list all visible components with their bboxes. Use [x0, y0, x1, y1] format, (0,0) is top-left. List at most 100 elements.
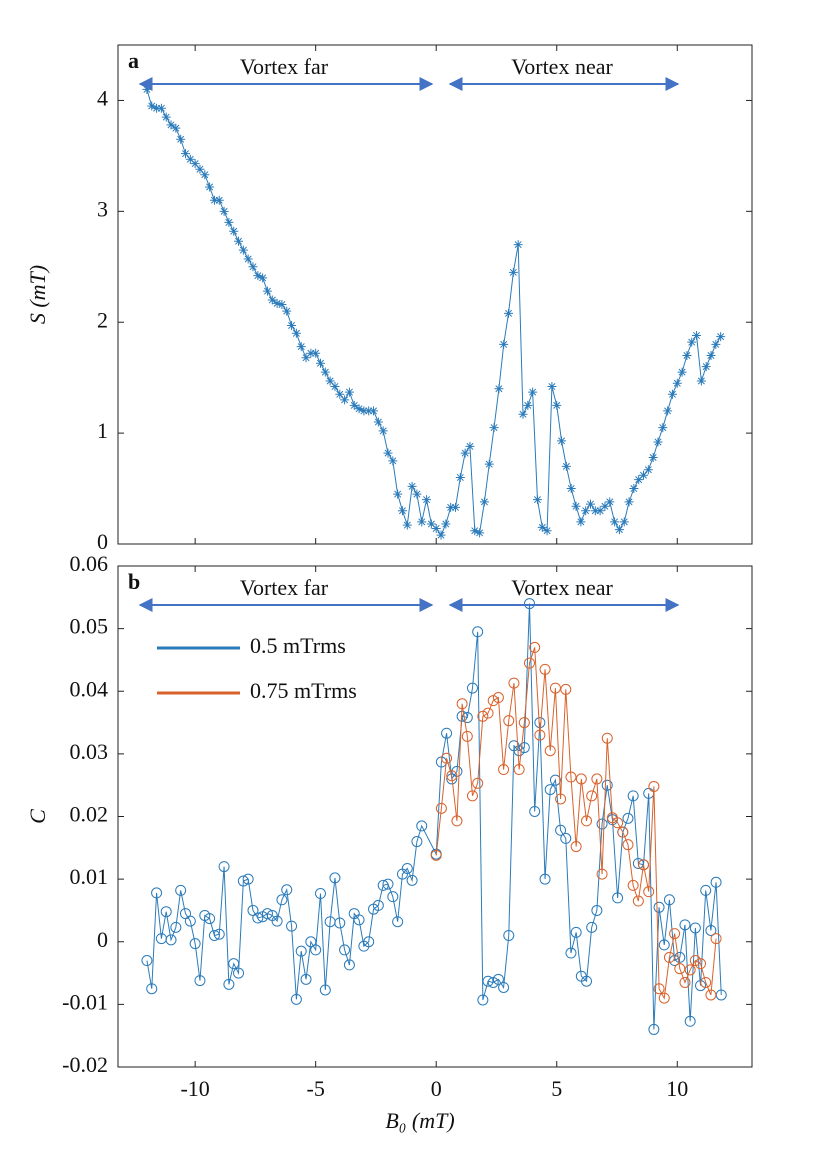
circle-marker	[165, 934, 177, 946]
circle-marker	[648, 1023, 660, 1035]
star-marker	[513, 240, 523, 250]
circle-marker	[596, 818, 608, 830]
star-marker	[610, 517, 620, 527]
circle-marker	[529, 641, 541, 653]
star-marker	[166, 120, 176, 130]
star-marker	[277, 299, 287, 309]
circle-marker	[513, 764, 525, 776]
star-marker	[504, 308, 514, 318]
circle-marker	[435, 802, 447, 814]
star-marker	[412, 489, 422, 499]
circle-marker	[627, 790, 639, 802]
star-marker	[518, 409, 528, 419]
y-tick-label: 0	[97, 927, 108, 952]
star-marker	[147, 101, 157, 111]
panel-label: a	[128, 48, 139, 73]
star-marker	[639, 470, 649, 480]
star-marker	[441, 519, 451, 529]
star-marker	[484, 459, 494, 469]
star-marker	[696, 376, 706, 386]
star-marker	[238, 245, 248, 255]
star-marker	[180, 149, 190, 159]
star-marker	[224, 217, 234, 227]
circle-marker	[170, 921, 182, 933]
star-marker	[253, 271, 263, 281]
circle-marker	[175, 884, 187, 896]
star-marker	[209, 195, 219, 205]
circle-marker	[482, 707, 494, 719]
circle-marker	[261, 908, 273, 920]
circle-marker	[189, 938, 201, 950]
circle-marker	[295, 945, 307, 957]
star-marker	[682, 350, 692, 360]
circle-marker	[684, 964, 696, 976]
circle-marker	[146, 983, 158, 995]
star-marker	[364, 406, 374, 416]
circle-marker	[441, 727, 453, 739]
star-marker	[161, 112, 171, 122]
circle-marker	[382, 878, 394, 890]
circle-marker	[401, 862, 413, 874]
star-marker	[528, 387, 538, 397]
legend-label: 0.75 mTrms	[250, 678, 357, 703]
star-marker	[388, 456, 398, 466]
star-marker	[340, 395, 350, 405]
circle-marker	[669, 955, 681, 967]
circle-marker	[204, 913, 216, 925]
star-marker	[465, 441, 475, 451]
circle-marker	[487, 695, 499, 707]
circle-marker	[544, 745, 556, 757]
circle-marker	[472, 626, 484, 638]
circle-marker	[276, 894, 288, 906]
circle-marker	[591, 773, 603, 785]
star-marker	[687, 337, 697, 347]
y-tick-label: 0.01	[70, 864, 109, 889]
star-marker	[258, 273, 268, 283]
circle-marker	[392, 916, 404, 928]
circle-marker	[684, 1015, 696, 1027]
circle-marker	[213, 928, 225, 940]
circle-marker	[627, 879, 639, 891]
circle-marker	[518, 742, 530, 754]
circle-marker	[218, 861, 230, 873]
star-marker	[446, 502, 456, 512]
circle-marker	[503, 929, 515, 941]
circle-marker	[523, 657, 535, 669]
star-marker	[455, 472, 465, 482]
star-marker	[291, 328, 301, 338]
star-marker	[672, 378, 682, 388]
circle-marker	[705, 989, 717, 1001]
circle-marker	[466, 790, 478, 802]
star-marker	[667, 389, 677, 399]
circle-marker	[658, 939, 670, 951]
circle-marker	[430, 849, 442, 861]
star-marker	[566, 484, 576, 494]
circle-marker	[334, 917, 346, 929]
y-tick-label: 0.05	[70, 614, 109, 639]
circle-marker	[663, 894, 675, 906]
circle-marker	[674, 963, 686, 975]
circle-marker	[539, 873, 551, 885]
star-marker	[436, 530, 446, 540]
circle-marker	[658, 992, 670, 1004]
y-tick-label: 0.02	[70, 802, 109, 827]
circle-marker	[233, 967, 245, 979]
star-marker	[576, 517, 586, 527]
circle-marker	[477, 710, 489, 722]
circle-marker	[271, 915, 283, 927]
circle-marker	[492, 973, 504, 985]
circle-marker	[710, 933, 722, 945]
circle-marker	[622, 812, 634, 824]
y-tick-label: 4	[97, 85, 108, 110]
legend-label: 0.5 mTrms	[250, 633, 346, 658]
circle-marker	[372, 899, 384, 911]
data-line	[146, 89, 722, 537]
y-tick-label: -0.01	[62, 989, 108, 1014]
circle-marker	[586, 790, 598, 802]
star-marker	[393, 489, 403, 499]
axis-box	[117, 565, 753, 1068]
circle-marker	[353, 914, 365, 926]
circle-marker	[632, 895, 644, 907]
star-marker	[706, 350, 716, 360]
